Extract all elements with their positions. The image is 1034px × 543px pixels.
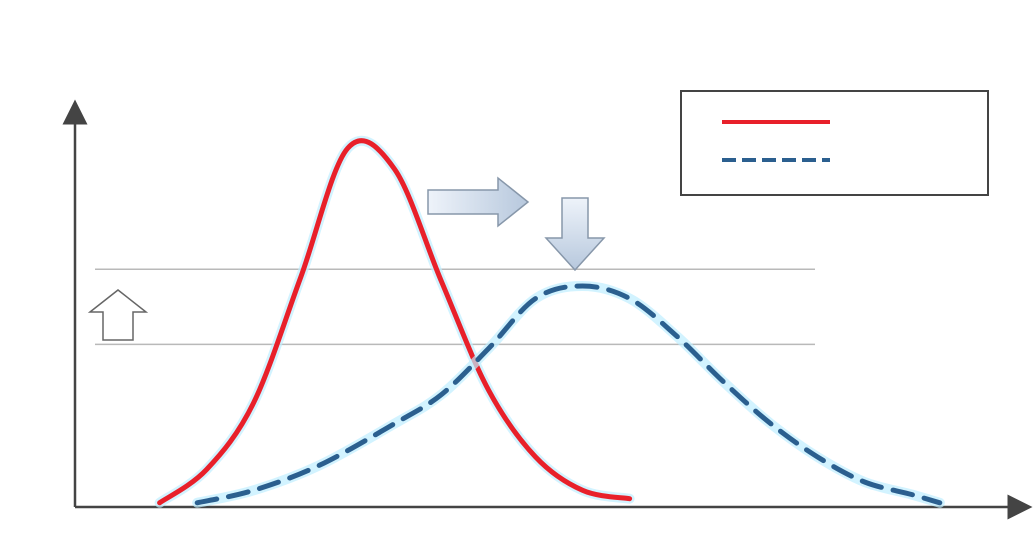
shift-right-arrow-icon [428,178,528,226]
lower-down-arrow-icon [546,198,604,270]
legend [680,90,989,196]
series-2-line [197,286,940,503]
series-1-glow [160,141,630,503]
capacity-up-arrow-icon [90,290,146,340]
